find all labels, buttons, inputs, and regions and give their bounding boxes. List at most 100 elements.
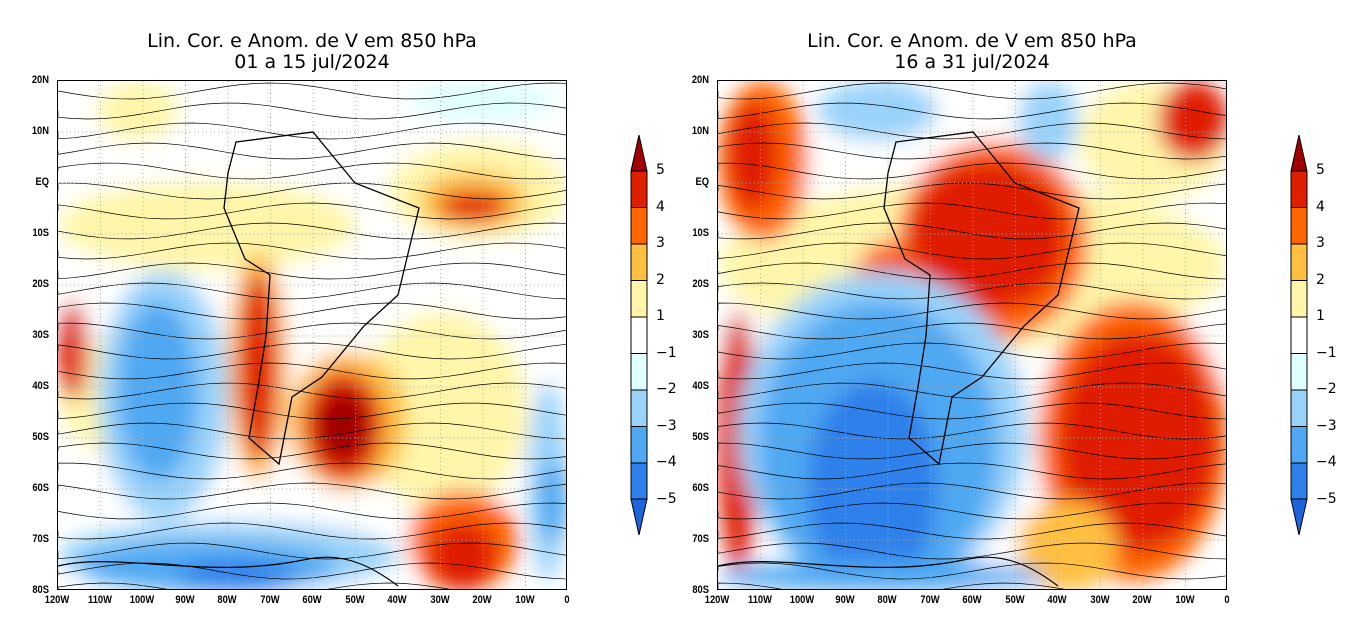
- lat-label: 10S: [32, 227, 49, 239]
- colorbar-segment: [1290, 170, 1308, 208]
- streamline: [58, 462, 566, 480]
- colorbar: 5 4 3 2 1 −1 −2 −3 −4 −5: [628, 134, 698, 536]
- lon-label: 10W: [514, 594, 535, 606]
- coastline-south-america: [883, 131, 1080, 466]
- lat-label: 70S: [32, 533, 49, 545]
- lon-label: 60W: [302, 594, 322, 606]
- streamline: [718, 562, 1226, 580]
- coastline-south-america: [223, 131, 420, 466]
- streamline: [58, 562, 566, 580]
- lon-label: 80W: [217, 594, 237, 606]
- lat-label: 20S: [692, 278, 709, 290]
- streamline: [718, 382, 1226, 400]
- lat-label: 60S: [32, 482, 49, 494]
- streamline: [718, 422, 1226, 440]
- colorbar-label: −2: [1316, 381, 1337, 397]
- lon-label: 20W: [472, 594, 492, 606]
- colorbar-segment: [630, 280, 648, 318]
- colorbar-segment: [1290, 353, 1308, 391]
- lat-label: 60S: [692, 482, 709, 494]
- anomaly-region: [908, 161, 1068, 311]
- colorbar-segment: [630, 462, 648, 500]
- lon-label: 110W: [87, 594, 112, 606]
- anomaly-region: [438, 191, 508, 221]
- colorbar-label: 3: [1316, 235, 1325, 251]
- lat-label: 40S: [692, 380, 709, 392]
- colorbar-segment: [1290, 389, 1308, 427]
- lon-label: 100W: [789, 594, 815, 606]
- colorbar-label: 4: [656, 198, 665, 215]
- streamline: [58, 422, 566, 440]
- streamline: [718, 202, 1226, 220]
- streamline: [58, 162, 566, 180]
- colorbar-bar: [630, 134, 648, 536]
- colorbar-segment: [630, 207, 648, 245]
- anomaly-region: [808, 381, 938, 589]
- lat-label: 50S: [692, 431, 709, 443]
- anomaly-region: [318, 391, 368, 461]
- lon-label: 50W: [344, 594, 365, 606]
- lon-label: 70W: [259, 594, 280, 606]
- streamline: [58, 382, 566, 400]
- colorbar-label: 2: [1316, 271, 1325, 288]
- lat-label: 80S: [692, 584, 709, 596]
- lon-label: 120W: [44, 594, 70, 606]
- colorbar-label: 1: [656, 308, 665, 324]
- streamline: [58, 142, 566, 160]
- streamline: [58, 442, 566, 460]
- anomaly-region: [818, 81, 938, 141]
- streamline: [58, 542, 566, 560]
- colorbar-segment: [630, 353, 648, 391]
- colorbar-segment: [1290, 462, 1308, 500]
- coastline-antarctica: [718, 556, 1059, 587]
- lon-label: 30W: [429, 594, 450, 606]
- streamline: [58, 262, 566, 280]
- lat-label: 30S: [32, 329, 49, 341]
- streamline: [718, 222, 1226, 240]
- streamline: [718, 322, 1226, 340]
- colorbar-label: −1: [656, 344, 677, 361]
- title-line-1: Lin. Cor. e Anom. de V em 850 hPa: [147, 30, 477, 52]
- anomaly-region: [1018, 81, 1078, 161]
- colorbar-label: 2: [656, 271, 665, 288]
- lon-label: 120W: [704, 594, 730, 606]
- lon-label: 20W: [1132, 594, 1152, 606]
- lat-label: 10N: [31, 125, 49, 137]
- lat-label: 10N: [691, 125, 709, 137]
- anomaly-region: [58, 301, 88, 401]
- streamline: [718, 342, 1226, 360]
- streamline: [718, 522, 1226, 540]
- lat-label: 40S: [32, 380, 49, 392]
- colorbar-label: 1: [1316, 308, 1325, 324]
- streamline: [718, 302, 1226, 320]
- panel-left: Lin. Cor. e Anom. de V em 850 hPa 01 a 1…: [0, 0, 680, 636]
- colorbar-label: −5: [656, 490, 677, 507]
- anomaly-region: [98, 81, 178, 141]
- colorbar-label: −5: [1316, 490, 1337, 507]
- colorbar-label: 3: [656, 235, 665, 251]
- colorbar-label: 5: [656, 162, 665, 178]
- streamline: [718, 242, 1226, 260]
- streamline: [718, 402, 1226, 420]
- streamline: [718, 482, 1226, 500]
- lon-label: 40W: [387, 594, 407, 606]
- streamline: [58, 322, 566, 340]
- coastline-antarctica: [58, 556, 399, 587]
- lon-label: 30W: [1089, 594, 1110, 606]
- streamline: [718, 462, 1226, 480]
- streamline: [58, 182, 566, 200]
- lon-label: 0: [564, 594, 570, 606]
- lat-label: 10S: [692, 227, 709, 239]
- colorbar: 5 4 3 2 1 −1 −2 −3 −4 −5: [1288, 134, 1358, 536]
- streamline: [718, 542, 1226, 560]
- streamline: [58, 362, 566, 380]
- anomaly-region: [238, 271, 278, 461]
- streamline: [718, 502, 1226, 520]
- streamline: [58, 582, 450, 589]
- colorbar-arrow-bottom: [1290, 498, 1308, 536]
- colorbar-segment: [1290, 316, 1308, 354]
- panel-right: Lin. Cor. e Anom. de V em 850 hPa 16 a 3…: [660, 0, 1340, 636]
- map-title: Lin. Cor. e Anom. de V em 850 hPa 16 a 3…: [717, 31, 1227, 73]
- streamline: [718, 182, 1226, 200]
- anomaly-region: [718, 561, 1048, 589]
